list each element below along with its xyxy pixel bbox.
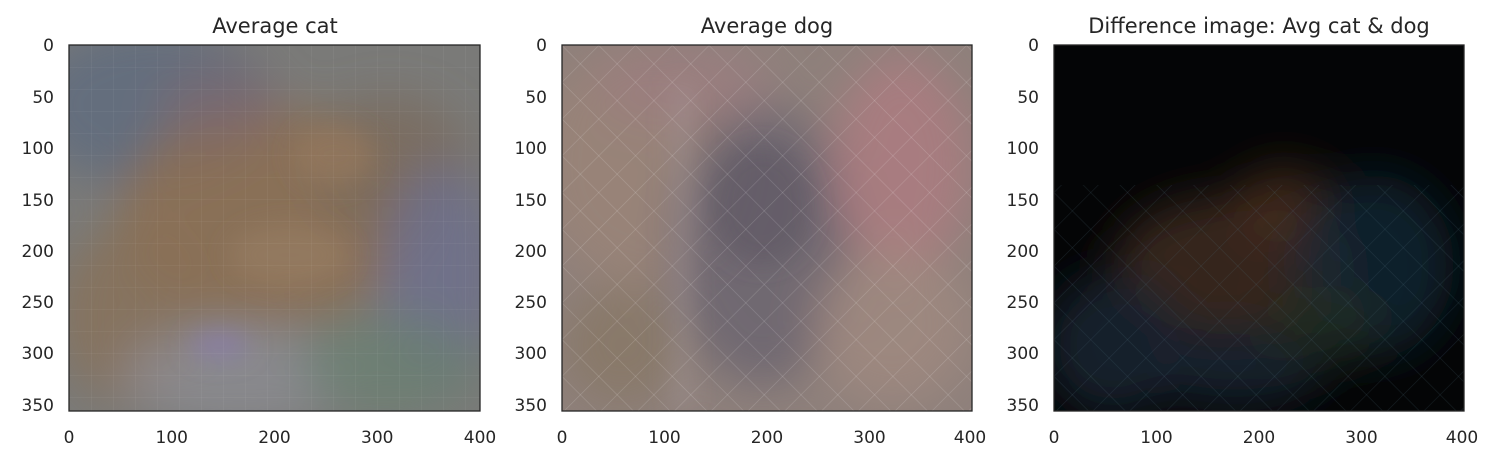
y-tick-label: 350: [22, 396, 54, 416]
image-average-dog: [562, 45, 972, 411]
x-tick-label: 100: [156, 428, 188, 448]
y-tick-label: 50: [525, 88, 547, 108]
y-tick-label: 0: [536, 36, 547, 56]
axes-frame: [1053, 44, 1465, 412]
y-tick-label: 100: [1007, 139, 1039, 159]
y-tick-label: 150: [1007, 191, 1039, 211]
x-tick-label: 200: [1243, 428, 1275, 448]
panel-average-dog: Average dog 0 100 200 300 400: [515, 14, 987, 448]
x-tick-label: 200: [258, 428, 290, 448]
image-difference: [1054, 45, 1464, 411]
y-tick-label: 200: [22, 242, 54, 262]
y-tick-label: 250: [22, 293, 54, 313]
x-tick-label: 300: [853, 428, 885, 448]
y-tick-label: 150: [515, 191, 547, 211]
panel-title: Average cat: [212, 14, 338, 38]
x-tick-label: 200: [751, 428, 783, 448]
x-tick-label: 300: [1345, 428, 1377, 448]
x-tick-label: 0: [1049, 428, 1060, 448]
x-ticks: 0 100 200 300 400: [64, 428, 497, 448]
y-tick-label: 200: [1007, 242, 1039, 262]
y-ticks: 0 50 100 150 200 250 300 350: [22, 36, 54, 416]
y-tick-label: 200: [515, 242, 547, 262]
x-tick-label: 400: [954, 428, 986, 448]
y-tick-label: 0: [1028, 36, 1039, 56]
y-tick-label: 50: [32, 88, 54, 108]
x-tick-label: 0: [557, 428, 568, 448]
y-tick-label: 0: [43, 36, 54, 56]
y-tick-label: 100: [515, 139, 547, 159]
axes-frame: [68, 44, 481, 412]
panel-difference-image: Difference image: Avg cat & dog 0 100 20…: [1007, 14, 1479, 448]
y-tick-label: 250: [515, 293, 547, 313]
x-tick-label: 300: [361, 428, 393, 448]
panel-average-cat: Average cat 0 100 200: [22, 14, 497, 448]
panel-title: Average dog: [701, 14, 833, 38]
y-tick-label: 350: [1007, 396, 1039, 416]
y-tick-label: 150: [22, 191, 54, 211]
y-tick-label: 350: [515, 396, 547, 416]
y-tick-label: 50: [1017, 88, 1039, 108]
x-tick-label: 400: [464, 428, 496, 448]
image-average-cat: [69, 45, 480, 411]
x-ticks: 0 100 200 300 400: [1049, 428, 1479, 448]
x-ticks: 0 100 200 300 400: [557, 428, 987, 448]
x-tick-label: 400: [1446, 428, 1478, 448]
y-tick-label: 300: [22, 344, 54, 364]
x-tick-label: 0: [64, 428, 75, 448]
y-ticks: 0 50 100 150 200 250 300 350: [515, 36, 547, 416]
y-ticks: 0 50 100 150 200 250 300 350: [1007, 36, 1039, 416]
panel-title: Difference image: Avg cat & dog: [1088, 14, 1430, 38]
y-tick-label: 300: [1007, 344, 1039, 364]
y-tick-label: 250: [1007, 293, 1039, 313]
y-tick-label: 300: [515, 344, 547, 364]
axes-frame: [561, 44, 973, 412]
x-tick-label: 100: [648, 428, 680, 448]
x-tick-label: 100: [1140, 428, 1172, 448]
y-tick-label: 100: [22, 139, 54, 159]
